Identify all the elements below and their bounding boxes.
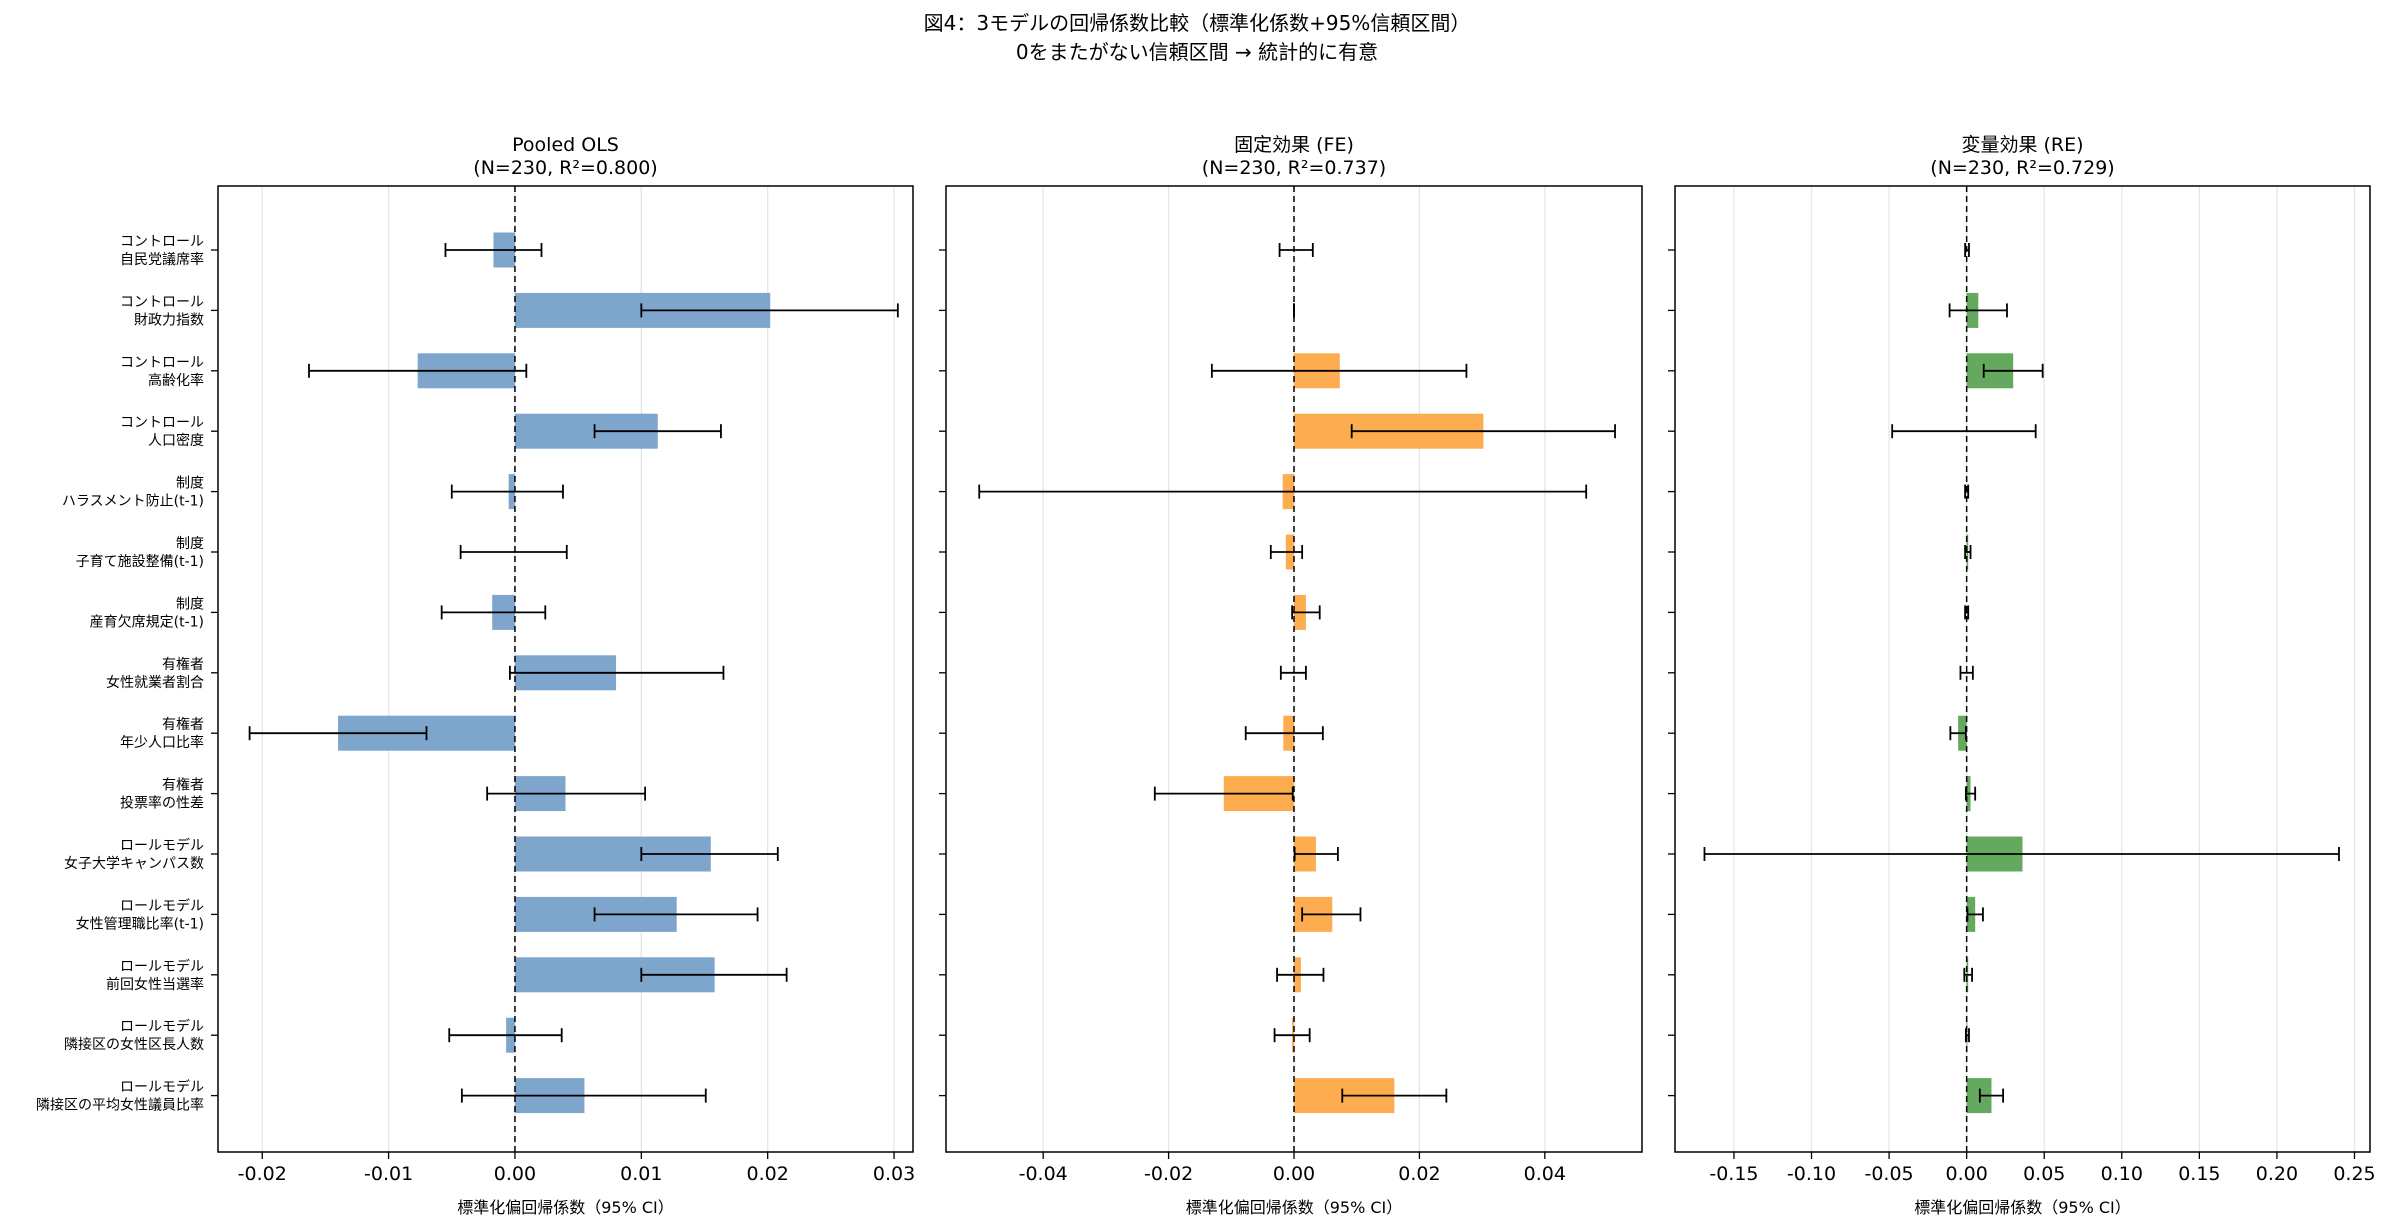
category-label-variable: 女性管理職比率(t-1) [76, 915, 204, 932]
x-tick-label: 0.00 [1273, 1163, 1315, 1185]
x-tick-label: -0.02 [238, 1163, 287, 1185]
category-label-group: 有権者 [162, 777, 204, 794]
x-axis-label: 標準化偏回帰係数（95% CI） [457, 1198, 674, 1217]
category-label-group: ロールモデル [120, 837, 204, 854]
x-tick-label: -0.01 [364, 1163, 413, 1185]
category-label-group: ロールモデル [120, 958, 204, 975]
x-tick-label: 0.02 [1398, 1163, 1440, 1185]
category-label-variable: 投票率の性差 [120, 795, 204, 812]
x-tick-label: -0.15 [1709, 1163, 1758, 1185]
figure-title-line2: 0をまたがない信頼区間 → 統計的に有意 [1016, 40, 1378, 64]
x-tick-label: 0.01 [620, 1163, 662, 1185]
x-axis-label: 標準化偏回帰係数（95% CI） [1186, 1198, 1403, 1217]
category-label-variable: 女性就業者割合 [106, 674, 204, 691]
x-tick-label: 0.04 [1524, 1163, 1566, 1185]
category-label-group: 有権者 [162, 716, 204, 733]
axes-frame [1674, 185, 2371, 1153]
category-label-group: 制度 [176, 476, 204, 492]
category-label-variable: 前回女性当選率 [106, 976, 204, 993]
panel-3: 変量効果 (RE)(N=230, R²=0.729) -0.15 -0.10 -0.0… [1668, 134, 2376, 1217]
x-tick-label: -0.10 [1787, 1163, 1836, 1185]
panel-1: Pooled OLS(N=230, R²=0.800) -0.02 -0.01 0.0… [36, 134, 915, 1217]
category-label-variable: 産育欠席規定(t-1) [90, 614, 204, 630]
x-tick-label: 0.02 [747, 1163, 789, 1185]
panels-group: Pooled OLS(N=230, R²=0.800) -0.02 -0.01 0.0… [36, 134, 2376, 1217]
category-label-variable: 自民党議席率 [120, 251, 204, 268]
panel-title: Pooled OLS [512, 134, 619, 156]
category-label-group: コントロール [120, 294, 204, 310]
panel-subtitle: (N=230, R²=0.737) [1202, 157, 1386, 179]
category-label-variable: 年少人口比率 [120, 734, 204, 751]
x-tick-label: 0.10 [2101, 1163, 2143, 1185]
x-tick-label: 0.05 [2023, 1163, 2065, 1185]
category-label-variable: 隣接区の平均女性議員比率 [36, 1097, 204, 1114]
figure-title-line1: 図4：3モデルの回帰係数比較（標準化係数+95%信頼区間） [924, 11, 1471, 35]
panel-title: 固定効果 (FE) [1234, 134, 1354, 156]
category-label-variable: 子育て施設整備(t-1) [76, 554, 204, 570]
category-label-variable: 高齢化率 [148, 372, 204, 389]
x-tick-label: 0.25 [2333, 1163, 2375, 1185]
x-tick-label: 0.03 [873, 1163, 915, 1185]
panel-subtitle: (N=230, R²=0.729) [1930, 157, 2114, 179]
x-axis-label: 標準化偏回帰係数（95% CI） [1914, 1198, 2131, 1217]
category-label-variable: 女子大学キャンパス数 [64, 855, 204, 872]
category-label-group: 制度 [176, 596, 204, 612]
category-label-variable: 隣接区の女性区長人数 [64, 1036, 204, 1053]
x-tick-label: -0.05 [1864, 1163, 1913, 1185]
category-label-group: コントロール [120, 355, 204, 371]
x-tick-label: 0.00 [494, 1163, 536, 1185]
panel-subtitle: (N=230, R²=0.800) [473, 157, 657, 179]
category-label-variable: 人口密度 [148, 432, 204, 449]
category-label-group: ロールモデル [120, 1079, 204, 1096]
x-tick-label: -0.02 [1144, 1163, 1193, 1185]
panel-2: 固定効果 (FE)(N=230, R²=0.737) -0.04 -0.02 0.00… [939, 134, 1643, 1217]
category-label-variable: 財政力指数 [134, 312, 204, 328]
x-tick-label: 0.15 [2178, 1163, 2220, 1185]
x-tick-label: 0.00 [1945, 1163, 1987, 1185]
category-label-group: コントロール [120, 234, 204, 250]
x-tick-label: 0.20 [2256, 1163, 2298, 1185]
x-tick-label: -0.04 [1019, 1163, 1068, 1185]
category-label-group: コントロール [120, 415, 204, 431]
category-label-group: ロールモデル [120, 1018, 204, 1035]
category-label-group: ロールモデル [120, 897, 204, 914]
panel-title: 変量効果 (RE) [1961, 134, 2083, 156]
category-label-variable: ハラスメント防止(t-1) [62, 494, 204, 510]
category-label-group: 有権者 [162, 656, 204, 673]
category-label-group: 制度 [176, 536, 204, 552]
axes-frame [217, 185, 914, 1153]
